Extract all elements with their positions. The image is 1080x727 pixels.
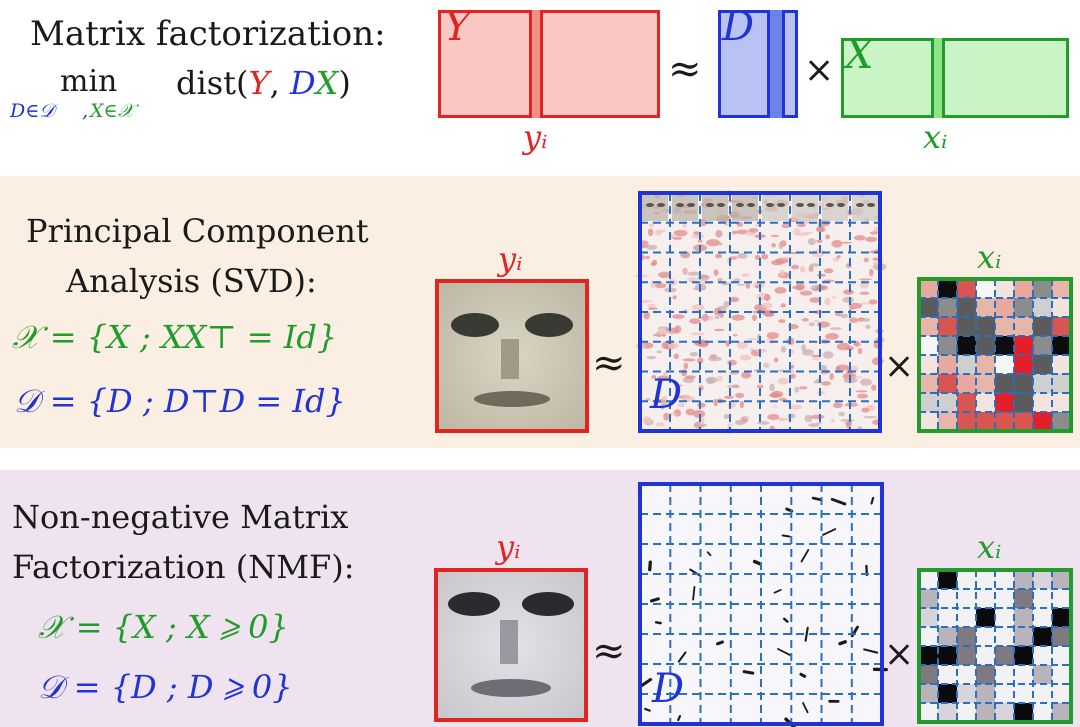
dist-y: Y [248,64,270,102]
subscript-x: X∈𝒳 [90,100,134,122]
dist-name: dist [176,64,236,102]
pca-d-dictionary [634,190,887,434]
approx-symbol: ≈ [668,46,702,92]
nmf-yi-label: yᵢ [496,528,521,566]
y-matrix [438,10,660,118]
min-operator: min [60,64,118,99]
pca-title-line2: Analysis (SVD): [66,262,317,300]
objective-formula: min D∈𝒟 , X∈𝒳 dist(Y, DX) [10,60,410,130]
pca-d-label: D [650,372,683,418]
xi-column-label: xᵢ [923,118,948,156]
pca-approx-symbol: ≈ [592,340,626,386]
nmf-x-constraint: 𝒳 = {X ; X ⩾ 0} [38,608,289,646]
nmf-face-image [434,568,588,722]
pca-x-codes [917,277,1073,433]
yi-column-label: yᵢ [523,118,548,156]
nmf-section: Non-negative Matrix Factorization (NMF):… [0,470,1080,727]
nmf-d-constraint: 𝒟 = {D ; D ⩾ 0} [38,668,293,706]
pca-xi-label: xᵢ [977,238,1002,276]
pca-title-line1: Principal Component [26,212,369,250]
pca-section: Principal Component Analysis (SVD): 𝒳 = … [0,176,1080,448]
y-matrix-label: Y [444,4,471,50]
dist-function: dist(Y, DX) [176,64,351,102]
nmf-title-line2: Factorization (NMF): [12,548,355,586]
d-matrix-label: D [722,4,755,50]
subscript-comma: , [82,100,89,122]
nmf-times-symbol: × [884,634,915,675]
pca-face-image [435,279,589,433]
d-column-highlight [767,10,785,118]
nmf-xi-label: xᵢ [977,528,1002,566]
section-title: Matrix factorization: [30,14,386,54]
pca-x-constraint: 𝒳 = {X ; XX⊤ = Id} [12,318,338,356]
pca-yi-label: yᵢ [498,240,523,278]
dist-d: D [289,64,316,102]
x-matrix-label: X [845,32,874,78]
x-column-highlight [931,38,945,118]
matrix-factorization-section: Matrix factorization: min D∈𝒟 , X∈𝒳 dist… [0,0,1080,176]
times-symbol: × [804,50,835,91]
nmf-title-line1: Non-negative Matrix [12,498,349,536]
nmf-x-codes [917,568,1073,724]
x-matrix [841,38,1069,118]
y-column-highlight [529,10,543,118]
subscript-d: D∈𝒟 [10,100,55,122]
dist-x: X [315,64,339,102]
pca-d-constraint: 𝒟 = {D ; D⊤D = Id} [14,382,346,420]
nmf-d-dictionary [638,482,888,727]
pca-times-symbol: × [884,346,915,387]
nmf-d-label: D [652,666,685,712]
nmf-approx-symbol: ≈ [592,628,626,674]
